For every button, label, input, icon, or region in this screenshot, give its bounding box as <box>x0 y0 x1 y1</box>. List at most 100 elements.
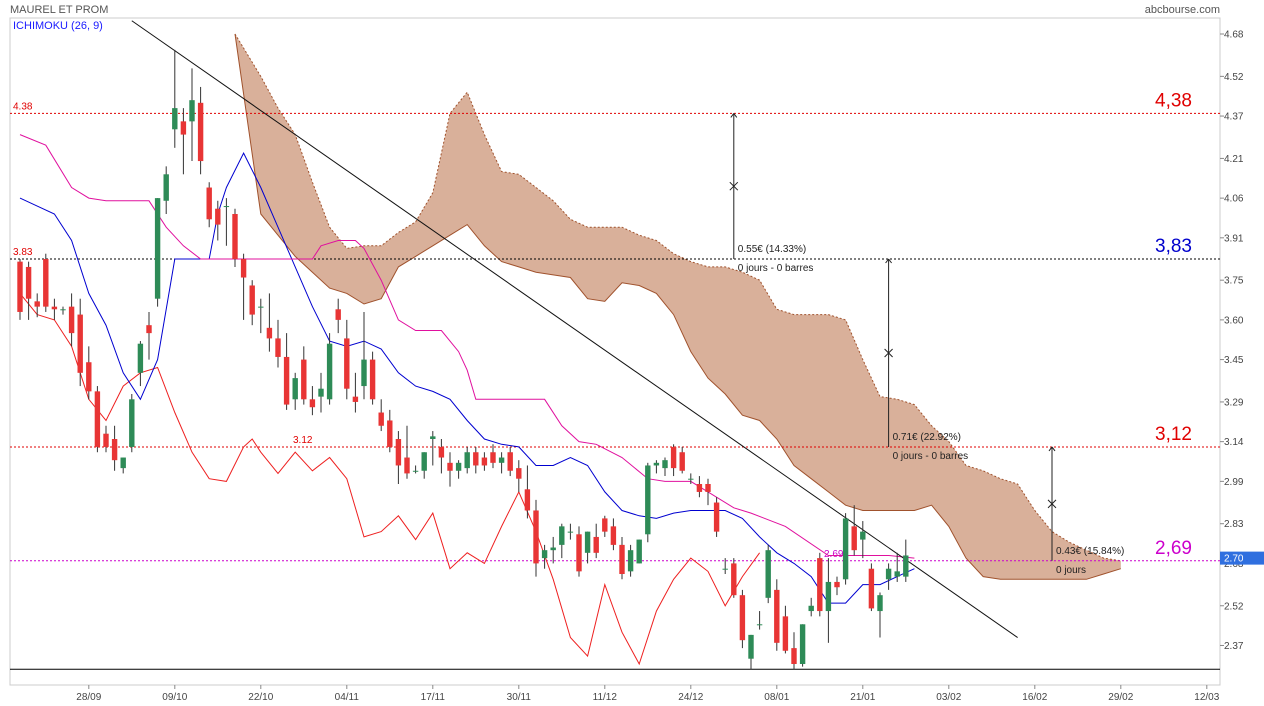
candle-body <box>722 568 728 570</box>
chart-title: MAUREL ET PROM <box>10 4 108 16</box>
candle-body <box>868 568 875 609</box>
y-tick-label: 2.83 <box>1224 519 1244 530</box>
candle-body <box>619 544 625 574</box>
level-label-big: 3,83 <box>1155 236 1192 257</box>
candle-body <box>567 531 574 533</box>
measure-label: 0.55€ (14.33%) <box>738 244 806 255</box>
candle-body <box>842 518 849 580</box>
candle-body <box>154 198 161 299</box>
candle-body <box>645 465 651 535</box>
x-tick-label: 03/02 <box>936 692 961 703</box>
candle-body <box>51 306 58 310</box>
candle-body <box>438 446 445 458</box>
measure-midpoint <box>1047 499 1057 509</box>
candle-body <box>25 266 32 299</box>
measure-duration: 0 jours - 0 barres <box>738 263 814 274</box>
candle-body <box>223 206 230 208</box>
candle-body <box>860 531 866 540</box>
candle-body <box>103 433 109 447</box>
y-tick-label: 3.14 <box>1224 437 1244 448</box>
candle-body <box>111 439 118 461</box>
measure-arrow <box>1048 446 1053 452</box>
candle-body <box>258 306 264 308</box>
candle-body <box>610 526 617 545</box>
candle-body <box>662 460 668 469</box>
x-tick-label: 28/09 <box>76 692 101 703</box>
y-tick-label: 4.52 <box>1224 72 1244 83</box>
candle-body <box>731 563 737 596</box>
trendline <box>131 20 1018 638</box>
candle-body <box>765 550 771 598</box>
candle-body <box>86 362 92 392</box>
last-price-badge <box>1220 551 1264 565</box>
candle-body <box>825 581 832 612</box>
candle-body <box>894 571 900 577</box>
axes: 28/09 09/10 22/10 04/11 17/11 30/11 11/12 24/12… <box>76 30 1264 703</box>
candle-body <box>490 452 496 463</box>
senkou-span-b <box>234 33 1121 580</box>
chikou-line <box>19 293 761 666</box>
candle-body <box>653 462 660 466</box>
measure-label: 0.43€ (15.84%) <box>1056 546 1124 557</box>
ichimoku-cloud <box>234 33 1121 580</box>
candle-body <box>455 462 462 471</box>
candle-body <box>378 412 384 426</box>
x-tick-label: 04/11 <box>335 692 360 703</box>
candle-body <box>137 343 144 373</box>
candle-body <box>507 452 513 471</box>
candle-body <box>851 526 857 551</box>
candle-body <box>627 550 634 572</box>
candle-body <box>834 581 840 588</box>
x-tick-label: 29/02 <box>1108 692 1133 703</box>
candle-body <box>189 100 195 122</box>
level-label-big: 2,69 <box>1155 538 1192 559</box>
candle-body <box>206 187 212 220</box>
y-tick-label: 4.37 <box>1224 112 1244 123</box>
candle-body <box>584 531 591 553</box>
candle-body <box>180 121 187 135</box>
candle-body <box>799 624 806 664</box>
candle-body <box>774 589 780 643</box>
candle-body <box>292 378 298 400</box>
candle-body <box>94 391 101 447</box>
candle-body <box>885 568 892 580</box>
measure-arrow <box>1051 446 1056 452</box>
candle-body <box>430 436 436 439</box>
level-label-small: 2.69 <box>824 549 844 560</box>
candle-body <box>903 555 909 577</box>
candle-body <box>77 314 83 373</box>
candle-body <box>550 547 556 551</box>
candle-body <box>412 470 419 472</box>
candle-body <box>266 327 273 339</box>
candle-body <box>782 616 789 651</box>
level-label-big: 4,38 <box>1155 90 1192 111</box>
y-tick-label: 2.52 <box>1224 601 1244 612</box>
candle-body <box>361 359 367 387</box>
candle-body <box>447 462 453 471</box>
measure-arrow <box>888 258 892 264</box>
candle-body <box>670 446 677 469</box>
candle-body <box>301 359 307 400</box>
candle-body <box>404 457 410 474</box>
candle-body <box>240 259 247 278</box>
x-tick-label: 24/12 <box>678 692 703 703</box>
candle-body <box>576 534 582 572</box>
candle-body <box>275 338 281 357</box>
candle-body <box>34 301 40 307</box>
candle-body <box>739 595 746 641</box>
candle-body <box>352 396 359 402</box>
candle-body <box>344 338 350 389</box>
level-label-small: 3.12 <box>293 435 313 446</box>
candle-body <box>817 558 823 612</box>
y-tick-label: 4.06 <box>1224 194 1244 205</box>
candle-body <box>395 439 402 466</box>
candle-body <box>369 359 376 400</box>
measure-duration: 0 jours - 0 barres <box>893 451 969 462</box>
candle-body <box>713 502 720 532</box>
candle-body <box>602 518 608 532</box>
candle-body <box>387 420 393 447</box>
y-tick-label: 2.37 <box>1224 641 1244 652</box>
x-tick-label: 16/02 <box>1022 692 1047 703</box>
y-tick-label: 3.29 <box>1224 397 1244 408</box>
candle-body <box>748 634 754 659</box>
